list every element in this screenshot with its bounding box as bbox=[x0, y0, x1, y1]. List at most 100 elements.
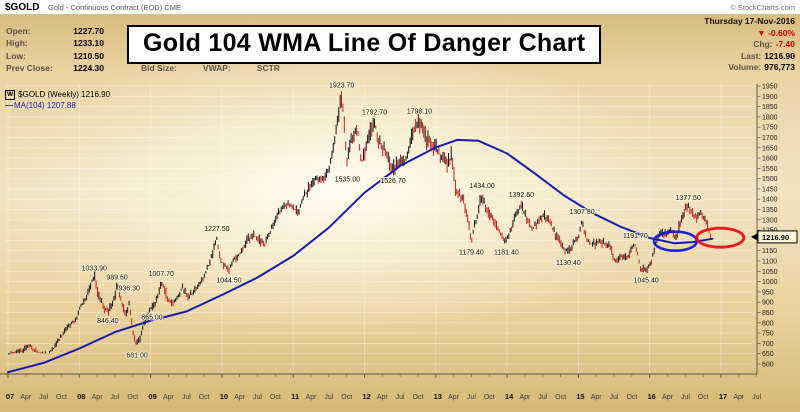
open-label: Open: bbox=[6, 26, 31, 36]
ma-104-line bbox=[7, 138, 714, 374]
svg-text:17: 17 bbox=[719, 392, 727, 401]
symbol-label: $GOLD bbox=[5, 2, 40, 13]
svg-text:13: 13 bbox=[434, 392, 442, 401]
svg-text:Oct: Oct bbox=[484, 394, 495, 401]
svg-text:Apr: Apr bbox=[519, 394, 531, 401]
svg-text:865.00: 865.00 bbox=[141, 314, 163, 321]
svg-text:1700: 1700 bbox=[762, 135, 778, 142]
svg-text:Apr: Apr bbox=[591, 394, 603, 401]
svg-text:08: 08 bbox=[77, 392, 85, 401]
last-row: Last: 1216.90 bbox=[704, 51, 795, 63]
svg-text:09: 09 bbox=[148, 392, 156, 401]
last-value: 1216.90 bbox=[764, 50, 795, 61]
svg-text:Apr: Apr bbox=[377, 394, 389, 401]
svg-text:Apr: Apr bbox=[234, 394, 246, 401]
svg-text:Apr: Apr bbox=[448, 394, 460, 401]
svg-text:1000: 1000 bbox=[762, 279, 778, 286]
svg-text:1500: 1500 bbox=[762, 176, 778, 183]
price-swing-labels: 1033.90 989.60 936.30 846.40 681.00 865.00 100… bbox=[81, 81, 702, 360]
svg-text:1792.70: 1792.70 bbox=[362, 109, 387, 116]
chart-header: $GOLD Gold - Continuous Contract (EOD) C… bbox=[0, 0, 800, 14]
svg-text:Jul: Jul bbox=[752, 394, 761, 401]
svg-text:Apr: Apr bbox=[20, 394, 32, 401]
svg-text:16: 16 bbox=[648, 392, 656, 401]
svg-text:Apr: Apr bbox=[163, 394, 175, 401]
svg-text:1800: 1800 bbox=[762, 114, 778, 121]
svg-text:14: 14 bbox=[505, 392, 514, 401]
svg-text:Oct: Oct bbox=[555, 394, 566, 401]
svg-text:1050: 1050 bbox=[762, 269, 778, 276]
svg-text:1377.50: 1377.50 bbox=[676, 195, 701, 202]
legend-ma-series: —MA(104) 1207.88 bbox=[5, 101, 110, 112]
svg-text:1526.70: 1526.70 bbox=[380, 178, 405, 185]
svg-text:Oct: Oct bbox=[413, 394, 424, 401]
danger-ellipses bbox=[652, 226, 746, 252]
svg-text:1007.70: 1007.70 bbox=[149, 271, 174, 278]
svg-text:Jul: Jul bbox=[396, 394, 405, 401]
svg-text:Apr: Apr bbox=[733, 394, 745, 401]
partially-hidden-quote-labels: Bid Size: VWAP: SCTR bbox=[141, 63, 306, 73]
svg-text:Jul: Jul bbox=[110, 394, 119, 401]
svg-text:Apr: Apr bbox=[306, 394, 318, 401]
svg-text:846.40: 846.40 bbox=[97, 318, 119, 325]
svg-text:1307.80: 1307.80 bbox=[569, 209, 594, 216]
svg-text:1216.90: 1216.90 bbox=[762, 233, 789, 242]
svg-text:10: 10 bbox=[220, 392, 228, 401]
svg-text:1100: 1100 bbox=[762, 259, 777, 266]
price-bars bbox=[7, 91, 711, 355]
high-label: High: bbox=[6, 38, 28, 49]
session-info-panel: Thursday 17-Nov-2016 ▼ -0.60% Chg: -7.40 … bbox=[704, 16, 795, 74]
last-label: Last: bbox=[740, 50, 762, 61]
svg-text:Jul: Jul bbox=[39, 394, 48, 401]
svg-text:936.30: 936.30 bbox=[118, 286, 140, 293]
svg-text:Jul: Jul bbox=[681, 394, 690, 401]
svg-text:800: 800 bbox=[762, 320, 774, 327]
percent-change-row: ▼ -0.60% bbox=[704, 28, 795, 40]
svg-text:Apr: Apr bbox=[662, 394, 674, 401]
svg-text:1798.10: 1798.10 bbox=[407, 108, 432, 115]
svg-text:1550: 1550 bbox=[762, 166, 778, 173]
svg-text:Jul: Jul bbox=[538, 394, 547, 401]
quote-row-prev-close: Prev Close: 1224.30 bbox=[6, 63, 104, 75]
quote-panel: Open: 1227.70 High: 1233.10 Low: 1210.50 Pr… bbox=[6, 26, 104, 75]
volume-label: Volume: bbox=[728, 62, 762, 72]
svg-text:1650: 1650 bbox=[762, 145, 778, 152]
svg-text:1750: 1750 bbox=[762, 125, 778, 132]
chart-title-overlay: Gold 104 WMA Line Of Danger Chart bbox=[127, 25, 602, 64]
quote-row-high: High: 1233.10 bbox=[6, 38, 104, 50]
svg-text:750: 750 bbox=[762, 331, 774, 338]
chart-legend: W $GOLD (Weekly) 1216.90 —MA(104) 1207.88 bbox=[5, 90, 110, 112]
svg-text:Oct: Oct bbox=[626, 394, 637, 401]
svg-text:07: 07 bbox=[6, 392, 14, 401]
svg-text:681.00: 681.00 bbox=[126, 352, 148, 359]
svg-text:1191.70: 1191.70 bbox=[623, 233, 648, 240]
svg-text:1850: 1850 bbox=[762, 104, 778, 111]
low-value: 1210.50 bbox=[73, 50, 104, 61]
svg-text:Oct: Oct bbox=[127, 394, 138, 401]
chg-label: Chg: bbox=[753, 39, 773, 49]
svg-text:1434.00: 1434.00 bbox=[469, 183, 494, 190]
svg-text:1600: 1600 bbox=[762, 156, 778, 163]
svg-text:1181.40: 1181.40 bbox=[494, 249, 519, 256]
percent-change-value: -0.60% bbox=[768, 27, 795, 38]
high-value: 1233.10 bbox=[73, 38, 104, 49]
svg-text:1150: 1150 bbox=[762, 248, 777, 255]
svg-text:700: 700 bbox=[762, 341, 774, 348]
open-value: 1227.70 bbox=[73, 26, 104, 36]
svg-text:1900: 1900 bbox=[762, 94, 778, 101]
prev-close-label: Prev Close: bbox=[6, 62, 53, 73]
axes: 600 650 700 750 800 850 900 950 1000 1050 1100 1150… bbox=[0, 84, 778, 401]
svg-text:1227.50: 1227.50 bbox=[204, 226, 229, 233]
svg-text:650: 650 bbox=[762, 351, 774, 358]
svg-text:Oct: Oct bbox=[270, 394, 281, 401]
svg-text:12: 12 bbox=[362, 392, 370, 401]
svg-text:989.60: 989.60 bbox=[106, 275, 128, 282]
chg-value: -7.40 bbox=[775, 39, 795, 49]
svg-text:1300: 1300 bbox=[762, 217, 778, 224]
volume-value: 976,773 bbox=[764, 62, 795, 72]
svg-text:900: 900 bbox=[762, 300, 774, 307]
svg-text:850: 850 bbox=[762, 310, 774, 317]
ma-line-sample-icon: — bbox=[5, 101, 13, 110]
